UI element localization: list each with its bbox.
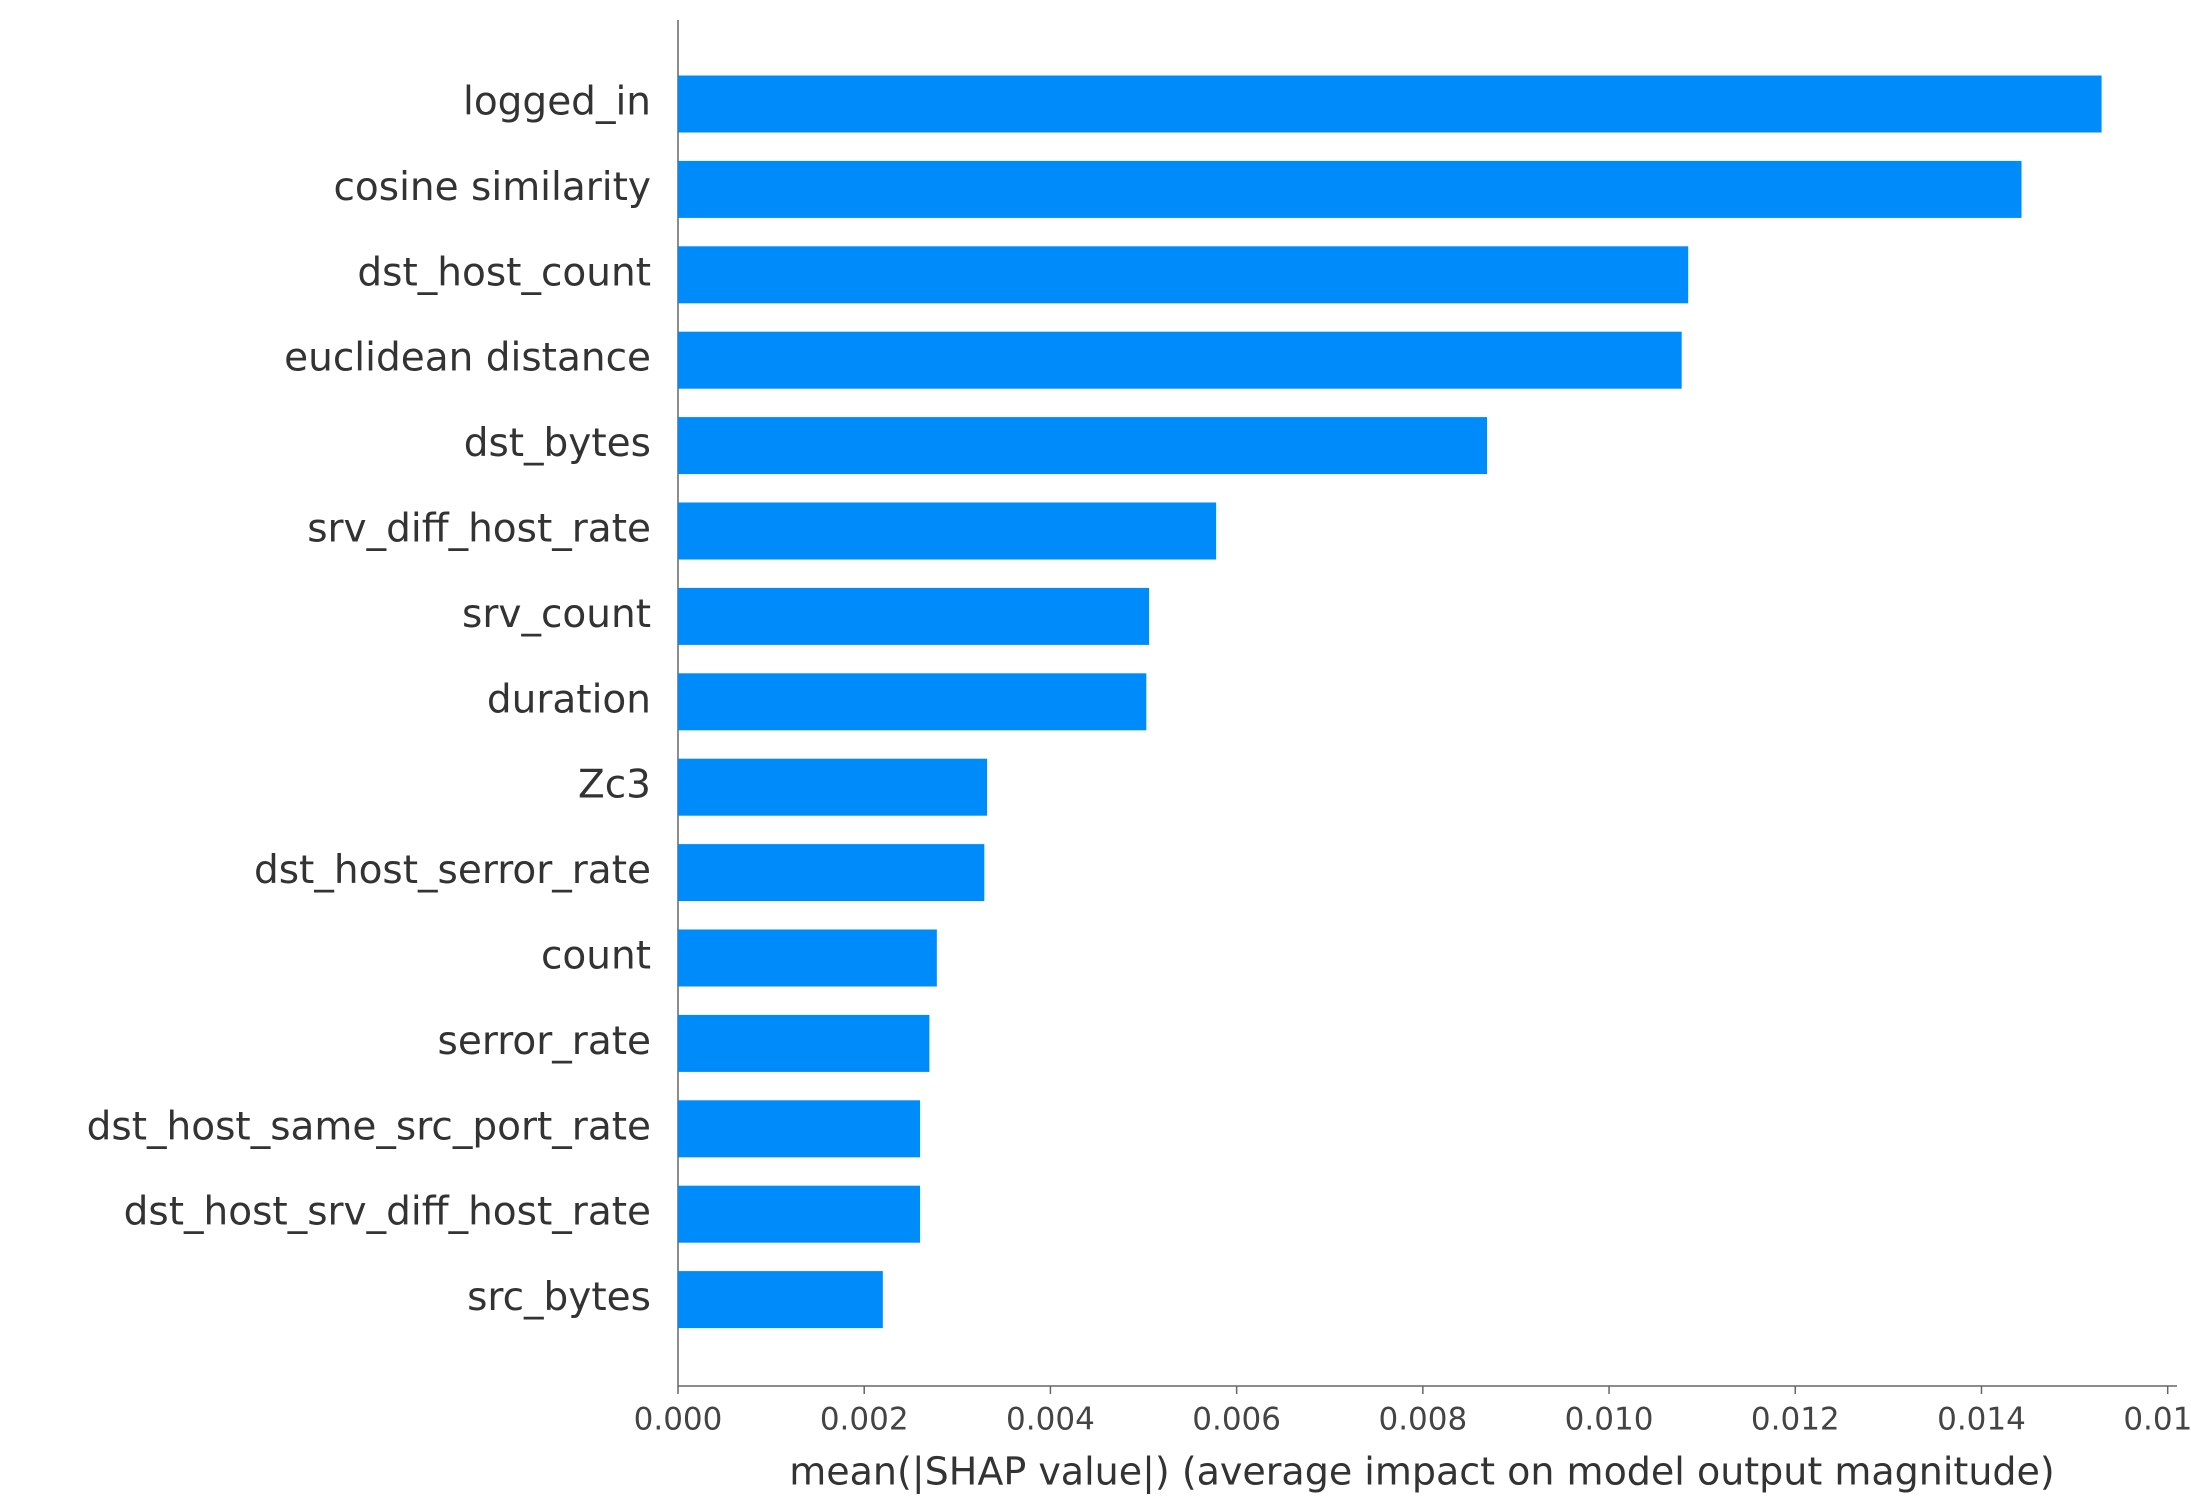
x-tick-label: 0.012 [1751, 1402, 1840, 1438]
bar [678, 75, 2102, 133]
bar [678, 502, 1217, 560]
y-tick-label: dst_host_count [357, 250, 651, 295]
bar [678, 1185, 921, 1243]
bar [678, 758, 988, 816]
bar [678, 844, 985, 902]
y-tick-label: Zc3 [578, 763, 651, 808]
y-tick-label: src_bytes [467, 1275, 651, 1320]
x-tick-label: 0.016 [2123, 1402, 2191, 1438]
y-tick-label: euclidean distance [284, 336, 651, 381]
y-tick-label: logged_in [463, 80, 651, 125]
y-tick-label: count [541, 934, 651, 979]
y-tick-label: dst_host_srv_diff_host_rate [124, 1190, 651, 1235]
y-tick-label: srv_count [462, 592, 651, 637]
bar [678, 1271, 883, 1329]
x-tick-label: 0.002 [820, 1402, 909, 1438]
y-tick-label: dst_host_serror_rate [254, 848, 651, 893]
bar [678, 160, 2022, 218]
y-tick-label: dst_bytes [464, 421, 651, 466]
bar [678, 331, 1682, 389]
y-tick-label: serror_rate [438, 1019, 651, 1064]
bar [678, 1014, 930, 1072]
y-tick-label: srv_diff_host_rate [307, 507, 651, 552]
x-tick-label: 0.000 [634, 1402, 723, 1438]
bar [678, 1100, 921, 1158]
bar [678, 587, 1150, 645]
y-tick-label: cosine similarity [333, 165, 651, 210]
bar [678, 246, 1689, 304]
x-tick-label: 0.008 [1378, 1402, 1467, 1438]
x-tick-label: 0.010 [1565, 1402, 1654, 1438]
x-axis-label: mean(|SHAP value|) (average impact on mo… [789, 1450, 2055, 1495]
x-tick-label: 0.004 [1006, 1402, 1095, 1438]
bar [678, 929, 937, 987]
y-tick-label: duration [487, 677, 651, 722]
bar [678, 673, 1147, 731]
x-tick-label: 0.006 [1192, 1402, 1281, 1438]
y-tick-label: dst_host_same_src_port_rate [87, 1104, 651, 1149]
bar [678, 417, 1488, 475]
x-tick-label: 0.014 [1937, 1402, 2026, 1438]
